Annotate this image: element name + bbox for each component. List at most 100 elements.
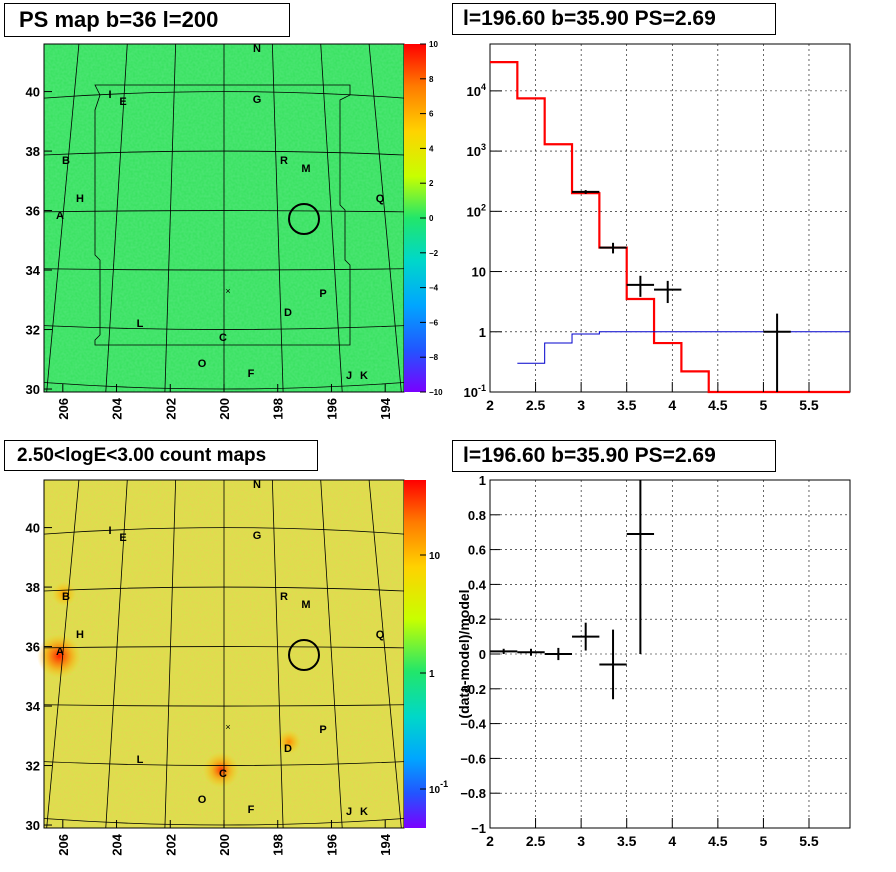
source-label-n: N bbox=[253, 479, 261, 491]
source-label-i: I bbox=[108, 525, 111, 537]
y-tick-label: 0.2 bbox=[468, 612, 486, 627]
longitude-gridline bbox=[320, 43, 343, 393]
y-tick-label: 32 bbox=[26, 323, 40, 338]
x-tick-label: 3.5 bbox=[617, 397, 637, 413]
source-label-p: P bbox=[319, 724, 326, 736]
y-tick-label: −1 bbox=[471, 821, 486, 836]
x-tick-label: 3 bbox=[577, 833, 585, 849]
ps-map-cross-marker: × bbox=[225, 286, 230, 296]
x-tick-label: 4.5 bbox=[708, 397, 728, 413]
y-tick-label: 36 bbox=[26, 640, 40, 655]
source-label-k: K bbox=[360, 370, 368, 382]
source-label-h: H bbox=[76, 629, 84, 641]
model-histogram bbox=[490, 61, 850, 394]
source-label-c: C bbox=[219, 768, 227, 780]
x-tick-label: 198 bbox=[271, 398, 286, 420]
x-tick-label: 5 bbox=[760, 397, 768, 413]
x-tick-label: 198 bbox=[271, 834, 286, 856]
source-label-n: N bbox=[253, 43, 261, 55]
x-tick-label: 5 bbox=[760, 833, 768, 849]
x-tick-label: 196 bbox=[324, 834, 339, 856]
y-tick-label: 30 bbox=[26, 382, 40, 397]
y-tick-label: 103 bbox=[467, 142, 486, 159]
colorbar-tick-label: 4 bbox=[429, 144, 434, 153]
ps-map-y-axis: 30 32 34 36 38 40 bbox=[26, 85, 52, 397]
source-label-g: G bbox=[253, 530, 262, 542]
colorbar-tick-label: −2 bbox=[429, 249, 439, 258]
source-label-o: O bbox=[198, 794, 207, 806]
count-map-colorbar-ticks: 10 1 10-1 bbox=[420, 551, 448, 796]
residuals-panel: 2 2.5 3 3.5 4 4.5 5 5.5 1 0.8 0.6 0.4 0.2 0 −0.2 −0.4 −… bbox=[456, 473, 851, 849]
ps-map-source-labels: N IE G B R M H Q A P D L C O F J K bbox=[56, 43, 385, 382]
longitude-gridline bbox=[164, 479, 177, 829]
x-tick-label: 4.5 bbox=[708, 833, 728, 849]
colorbar-tick-label: 10 bbox=[429, 551, 441, 562]
x-tick-label: 4 bbox=[668, 833, 676, 849]
x-tick-label: 3.5 bbox=[617, 833, 637, 849]
x-tick-label: 2 bbox=[486, 833, 494, 849]
spectrum-series bbox=[490, 61, 850, 394]
x-tick-label: 2.5 bbox=[526, 833, 546, 849]
count-map-y-axis: 30 32 34 36 38 40 bbox=[26, 521, 52, 833]
spectrum-frame bbox=[489, 43, 851, 393]
spectrum-y-axis: 10-1 1 10 102 103 104 bbox=[464, 82, 502, 400]
longitude-gridline bbox=[46, 479, 80, 829]
source-label-e: E bbox=[119, 96, 126, 108]
y-tick-label: 0.4 bbox=[468, 577, 487, 592]
longitude-gridline bbox=[105, 43, 128, 393]
residuals-x-axis: 2 2.5 3 3.5 4 4.5 5 5.5 bbox=[486, 818, 819, 849]
ps-map-colorbar bbox=[404, 44, 426, 392]
count-map-source-c-glow bbox=[203, 752, 239, 788]
count-map-source-a-glow bbox=[37, 634, 81, 678]
ps-map-coordinate-grid bbox=[43, 43, 405, 393]
spectrum-x-axis: 2 2.5 3 3.5 4 4.5 5 5.5 bbox=[486, 382, 819, 413]
count-map-position-circle bbox=[288, 639, 320, 671]
y-tick-label: 40 bbox=[26, 85, 40, 100]
source-label-q: Q bbox=[376, 193, 385, 205]
count-map-cross-marker: × bbox=[225, 722, 230, 732]
y-tick-label: 10-1 bbox=[464, 383, 486, 400]
y-tick-label: 104 bbox=[467, 82, 486, 99]
count-map-x-axis: 206 204 202 200 198 196 194 bbox=[56, 820, 393, 856]
y-tick-label: 1 bbox=[479, 473, 486, 488]
source-label-l: L bbox=[137, 318, 144, 330]
source-label-m: M bbox=[301, 163, 310, 175]
source-label-r: R bbox=[280, 155, 288, 167]
ps-map-title: PS map b=36 l=200 bbox=[4, 3, 290, 37]
count-map-title: 2.50<logE<3.00 count maps bbox=[4, 440, 318, 471]
longitude-gridline bbox=[271, 479, 284, 829]
residuals-grid bbox=[490, 480, 850, 828]
y-tick-label: 38 bbox=[26, 144, 40, 159]
source-label-b: B bbox=[62, 591, 70, 603]
source-label-j: J bbox=[346, 806, 352, 818]
longitude-gridline bbox=[164, 43, 177, 393]
y-tick-label: 0 bbox=[479, 647, 486, 662]
y-tick-label: −0.8 bbox=[460, 786, 486, 801]
y-tick-label: 34 bbox=[26, 263, 41, 278]
source-label-e: E bbox=[119, 532, 126, 544]
x-tick-label: 204 bbox=[110, 397, 125, 419]
residuals-series bbox=[490, 480, 655, 700]
longitude-gridline bbox=[368, 43, 402, 393]
source-label-b: B bbox=[62, 155, 70, 167]
x-tick-label: 200 bbox=[217, 398, 232, 420]
source-label-h: H bbox=[76, 193, 84, 205]
source-label-r: R bbox=[280, 591, 288, 603]
source-label-f: F bbox=[248, 804, 255, 816]
count-map-coordinate-grid bbox=[43, 479, 405, 829]
x-tick-label: 196 bbox=[324, 398, 339, 420]
colorbar-tick-label: −6 bbox=[429, 318, 439, 327]
x-tick-label: 200 bbox=[217, 834, 232, 856]
x-tick-label: 5.5 bbox=[799, 397, 819, 413]
x-tick-label: 4 bbox=[668, 397, 676, 413]
colorbar-tick-label: 1 bbox=[429, 669, 435, 680]
colorbar-tick-label: −10 bbox=[429, 388, 443, 397]
x-tick-label: 5.5 bbox=[799, 833, 819, 849]
spectrum-panel: 2 2.5 3 3.5 4 4.5 5 5.5 10-1 1 10 102 103 104 bbox=[464, 43, 851, 413]
source-label-c: C bbox=[219, 332, 227, 344]
residuals-title: l=196.60 b=35.90 PS=2.69 bbox=[452, 440, 776, 472]
count-map-source-b-glow bbox=[52, 582, 76, 606]
residuals-y-axis: 1 0.8 0.6 0.4 0.2 0 −0.2 −0.4 −0.6 −0.8 −1 bbox=[460, 473, 500, 836]
